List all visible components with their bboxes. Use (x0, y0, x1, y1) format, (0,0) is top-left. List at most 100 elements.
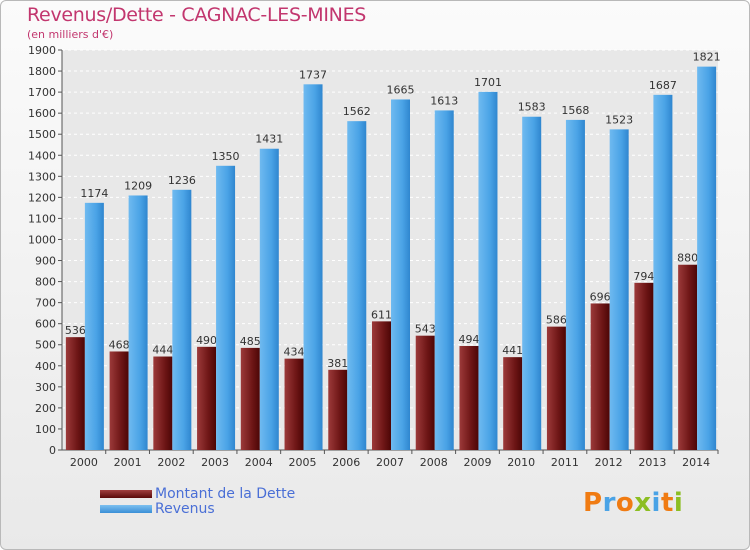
bar-revenus (609, 129, 629, 451)
bar-dette (372, 321, 391, 450)
y-tick-label: 600 (35, 318, 56, 331)
data-label-dette: 434 (284, 346, 305, 359)
data-label-dette: 441 (502, 344, 523, 357)
y-tick-label: 1000 (28, 233, 56, 246)
y-tick-label: 1600 (28, 107, 56, 120)
data-label-revenus: 1821 (693, 51, 721, 64)
logo-letter: o (615, 488, 635, 518)
bar-revenus (303, 84, 323, 450)
bar-dette (415, 335, 435, 450)
data-label-revenus: 1701 (474, 76, 502, 89)
legend-item-revenus: Revenus (100, 501, 215, 517)
data-label-revenus: 1431 (255, 133, 283, 146)
bar-dette (459, 346, 479, 450)
y-tick-label: 1800 (28, 65, 56, 78)
data-label-dette: 485 (240, 335, 261, 348)
data-label-revenus: 1523 (605, 113, 633, 126)
bar-revenus (128, 195, 148, 450)
y-tick-label: 1500 (28, 128, 56, 141)
logo-letter: r (602, 488, 616, 518)
data-label-dette: 468 (109, 338, 130, 351)
y-tick-label: 1400 (28, 149, 56, 162)
x-tick-label: 2010 (507, 456, 535, 469)
data-label-dette: 494 (458, 333, 479, 346)
legend-label-dette: Montant de la Dette (155, 486, 296, 502)
chart-title: Revenus/Dette - CAGNAC-LES-MINES (27, 4, 367, 26)
bar-dette (240, 347, 260, 450)
x-tick-label: 2014 (682, 456, 710, 469)
data-label-dette: 543 (415, 323, 436, 336)
x-tick-label: 2013 (638, 456, 666, 469)
data-label-dette: 490 (196, 334, 217, 347)
bar-revenus (216, 165, 236, 450)
y-tick-label: 400 (35, 360, 56, 373)
y-tick-label: 1100 (28, 212, 56, 225)
data-label-dette: 880 (677, 252, 698, 265)
y-tick-label: 800 (35, 276, 56, 289)
data-label-revenus: 1568 (561, 104, 589, 117)
logo-letter: x (634, 488, 652, 518)
bar-revenus (84, 202, 104, 450)
x-tick-label: 2007 (376, 456, 404, 469)
logo-letter: i (673, 488, 684, 518)
data-label-dette: 536 (65, 324, 86, 337)
x-tick-label: 2011 (551, 456, 579, 469)
data-label-revenus: 1687 (649, 79, 677, 92)
y-tick-label: 900 (35, 255, 56, 268)
data-label-dette: 381 (327, 357, 348, 370)
bar-dette (197, 346, 217, 450)
bar-dette (284, 358, 304, 450)
bar-dette (678, 264, 698, 450)
logo-letter: t (660, 488, 674, 518)
y-tick-label: 1700 (28, 86, 56, 99)
y-tick-label: 0 (49, 444, 56, 457)
x-tick-label: 2002 (157, 456, 185, 469)
legend-item-dette: Montant de la Dette (100, 486, 295, 502)
bar-dette (328, 369, 348, 450)
y-tick-label: 300 (35, 381, 56, 394)
x-tick-label: 2005 (289, 456, 317, 469)
bar-revenus (347, 121, 367, 450)
data-label-revenus: 1236 (168, 174, 196, 187)
x-tick-label: 2009 (463, 456, 491, 469)
data-label-revenus: 1174 (80, 187, 108, 200)
y-tick-label: 200 (35, 402, 56, 415)
y-tick-label: 100 (35, 423, 56, 436)
chart-subtitle: (en milliers d'€) (27, 28, 114, 41)
bar-dette (590, 303, 610, 450)
bar-revenus (697, 66, 717, 450)
bar-dette (634, 282, 654, 450)
y-tick-label: 1900 (28, 44, 56, 57)
bar-dette (503, 357, 523, 450)
bar-dette (153, 356, 173, 450)
y-tick-label: 1300 (28, 170, 56, 183)
x-tick-label: 2003 (201, 456, 229, 469)
bar-revenus (259, 148, 279, 450)
y-tick-label: 1200 (28, 191, 56, 204)
bar-dette (546, 326, 566, 450)
bar-revenus (522, 116, 542, 450)
bar-revenus (565, 119, 585, 450)
y-tick-label: 700 (35, 297, 56, 310)
data-label-revenus: 1350 (212, 150, 240, 163)
bar-dette (109, 351, 129, 450)
bar-revenus (653, 94, 673, 450)
x-tick-label: 2000 (70, 456, 98, 469)
x-tick-label: 2008 (420, 456, 448, 469)
data-label-revenus: 1737 (299, 68, 327, 81)
data-label-dette: 794 (633, 270, 654, 283)
bar-revenus (434, 110, 454, 450)
logo-letter: P (583, 488, 603, 518)
x-tick-label: 2004 (245, 456, 273, 469)
x-tick-label: 2001 (114, 456, 142, 469)
data-label-revenus: 1562 (343, 105, 371, 118)
x-tick-label: 2012 (595, 456, 623, 469)
data-label-revenus: 1209 (124, 179, 152, 192)
data-label-revenus: 1665 (387, 83, 415, 96)
data-label-dette: 586 (546, 314, 567, 327)
legend-swatch-dette (100, 490, 152, 498)
bar-dette (65, 337, 85, 450)
data-label-revenus: 1613 (430, 94, 458, 107)
data-label-dette: 611 (371, 308, 392, 321)
